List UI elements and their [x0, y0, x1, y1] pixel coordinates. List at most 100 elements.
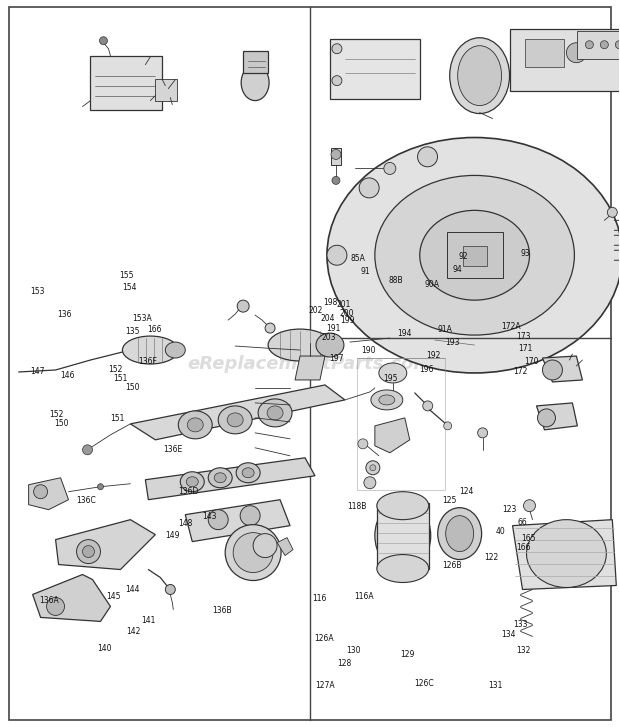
- Polygon shape: [277, 537, 293, 555]
- Ellipse shape: [379, 395, 395, 405]
- Circle shape: [423, 401, 433, 411]
- Bar: [525, 39, 564, 67]
- Text: 136: 136: [57, 310, 72, 319]
- Text: 90A: 90A: [425, 280, 440, 288]
- Circle shape: [477, 428, 487, 438]
- Circle shape: [76, 539, 100, 563]
- Circle shape: [82, 545, 94, 558]
- Text: 126A: 126A: [314, 634, 334, 643]
- Polygon shape: [375, 418, 410, 453]
- Text: 92: 92: [459, 252, 468, 261]
- Text: 172A: 172A: [501, 322, 521, 331]
- Circle shape: [97, 483, 104, 490]
- Text: 132: 132: [516, 646, 531, 655]
- Ellipse shape: [267, 406, 283, 420]
- Text: 152: 152: [108, 365, 122, 373]
- Text: 200: 200: [340, 309, 355, 317]
- Ellipse shape: [371, 390, 403, 410]
- Circle shape: [240, 506, 260, 526]
- Bar: [446, 232, 503, 278]
- Circle shape: [384, 162, 396, 175]
- Polygon shape: [295, 356, 325, 380]
- Circle shape: [33, 485, 48, 499]
- Circle shape: [538, 409, 556, 427]
- Text: 193: 193: [445, 338, 459, 347]
- Text: 194: 194: [397, 329, 412, 338]
- Ellipse shape: [526, 520, 606, 587]
- Circle shape: [225, 525, 281, 580]
- Text: 201: 201: [337, 300, 351, 309]
- Text: 126C: 126C: [415, 679, 434, 688]
- Text: 128: 128: [337, 659, 351, 668]
- Text: 190: 190: [361, 347, 376, 355]
- Text: 170: 170: [525, 357, 539, 366]
- Text: 144: 144: [125, 585, 140, 593]
- Text: 165: 165: [521, 534, 536, 543]
- Ellipse shape: [179, 411, 212, 439]
- Circle shape: [444, 422, 452, 430]
- Circle shape: [46, 598, 64, 615]
- Text: 136F: 136F: [138, 357, 157, 366]
- Circle shape: [265, 323, 275, 333]
- Text: 129: 129: [401, 650, 415, 659]
- Circle shape: [233, 533, 273, 572]
- Text: 146: 146: [60, 371, 75, 380]
- Text: 126B: 126B: [443, 561, 462, 571]
- Text: 135: 135: [125, 327, 140, 336]
- Bar: [156, 79, 177, 100]
- Text: 191: 191: [326, 324, 341, 333]
- Bar: [510, 28, 620, 90]
- Circle shape: [417, 147, 438, 167]
- Text: 143: 143: [203, 512, 217, 521]
- Ellipse shape: [122, 336, 179, 364]
- Circle shape: [542, 360, 562, 380]
- Ellipse shape: [377, 555, 429, 582]
- Polygon shape: [145, 458, 315, 499]
- Text: 199: 199: [340, 316, 355, 325]
- Text: 204: 204: [320, 314, 335, 323]
- Text: 150: 150: [125, 383, 140, 392]
- Bar: [357, 358, 445, 490]
- Ellipse shape: [258, 399, 292, 427]
- Circle shape: [615, 41, 620, 49]
- Text: 94: 94: [453, 265, 462, 274]
- Text: 136D: 136D: [178, 486, 198, 496]
- Text: 141: 141: [141, 616, 155, 625]
- Ellipse shape: [377, 491, 429, 520]
- Text: 198: 198: [323, 298, 338, 306]
- Circle shape: [364, 477, 376, 488]
- Text: 124: 124: [459, 486, 474, 496]
- Text: 173: 173: [516, 332, 531, 341]
- Ellipse shape: [450, 38, 510, 114]
- Text: 171: 171: [518, 344, 533, 352]
- Ellipse shape: [180, 472, 204, 491]
- Circle shape: [237, 300, 249, 312]
- Text: 147: 147: [30, 367, 45, 376]
- Text: 116A: 116A: [355, 592, 374, 601]
- Text: 91: 91: [361, 266, 371, 275]
- Text: 93: 93: [520, 249, 530, 258]
- Text: 118B: 118B: [347, 502, 366, 511]
- Bar: [91, 56, 162, 110]
- Ellipse shape: [186, 477, 198, 487]
- Ellipse shape: [420, 210, 529, 300]
- Text: 151: 151: [110, 414, 124, 423]
- Text: eReplacementParts.com: eReplacementParts.com: [187, 355, 433, 373]
- Text: 148: 148: [178, 519, 192, 529]
- Bar: [243, 51, 268, 73]
- Text: 195: 195: [383, 374, 397, 383]
- Text: 91A: 91A: [438, 325, 453, 333]
- Polygon shape: [536, 403, 577, 430]
- Ellipse shape: [375, 501, 431, 571]
- Ellipse shape: [375, 175, 574, 335]
- Ellipse shape: [236, 463, 260, 483]
- Circle shape: [208, 510, 228, 530]
- Text: 155: 155: [119, 271, 133, 280]
- Ellipse shape: [166, 342, 185, 358]
- Text: 166: 166: [516, 542, 531, 552]
- Circle shape: [585, 41, 593, 49]
- Circle shape: [370, 464, 376, 471]
- Ellipse shape: [327, 138, 620, 373]
- Bar: [577, 31, 620, 59]
- Text: 125: 125: [442, 496, 456, 505]
